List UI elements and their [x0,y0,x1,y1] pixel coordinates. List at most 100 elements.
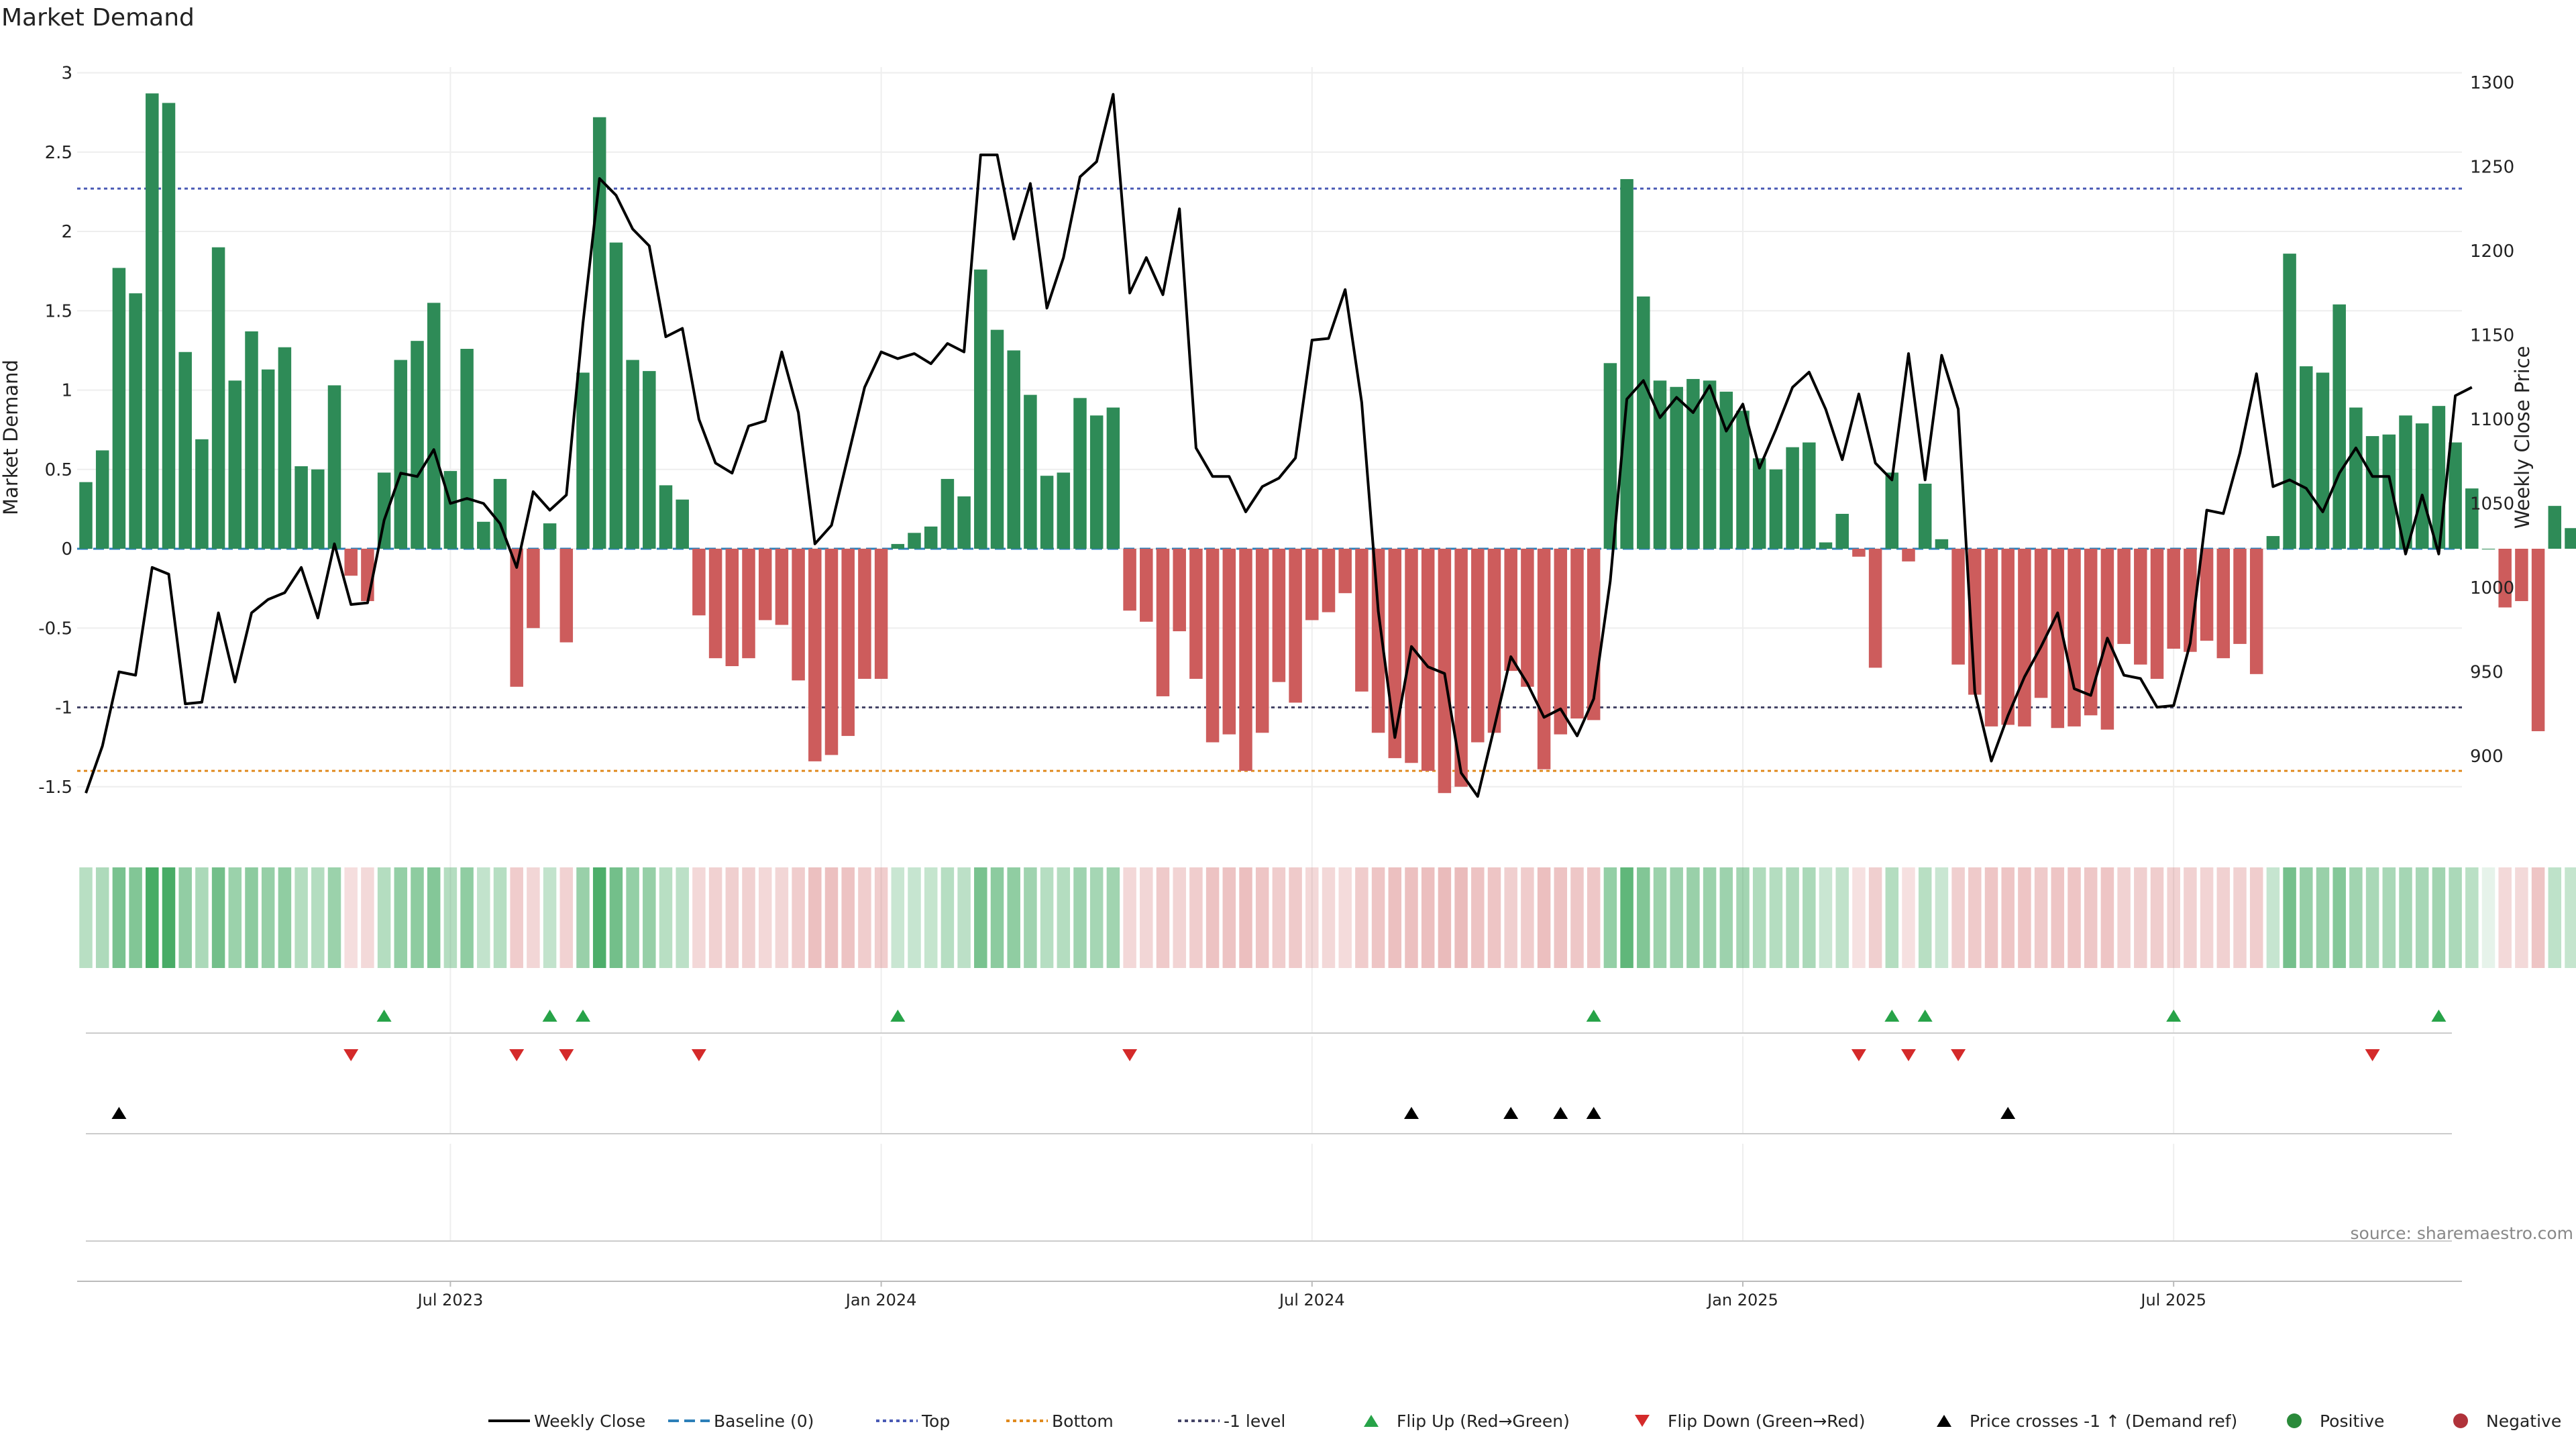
demand-bar [1603,363,1617,549]
demand-bar [2449,442,2462,549]
demand-bar [824,549,839,755]
heat-cell [1007,867,1020,968]
heat-cell [2266,867,2280,968]
heat-cell [1670,867,1683,968]
heat-cell [725,867,739,968]
legend-label: -1 level [1224,1411,1285,1431]
heat-cell [2316,867,2330,968]
heat-cell [824,867,839,968]
demand-bar [1852,549,1866,557]
heat-cell [1603,867,1617,968]
flip-up-marker [576,1010,590,1022]
heat-cell [112,867,126,968]
demand-bar [1140,549,1153,622]
heat-cell [1521,867,1534,968]
heat-cell [1653,867,1667,968]
demand-bar [775,549,789,625]
heat-cell [2167,867,2180,968]
heat-cell [908,867,921,968]
flip-up-marker [2431,1010,2447,1022]
price-cross-marker [111,1107,127,1119]
legend-swatch-flip-up [1364,1415,1379,1427]
legend-swatch-flip-down [1635,1415,1650,1427]
heat-cell [891,867,905,968]
demand-bar [990,329,1004,549]
heat-cell [1852,867,1866,968]
legend-swatch-price-cross [1937,1415,1951,1427]
y-tick-label-right: 900 [2470,747,2504,767]
demand-bar [1123,549,1136,611]
heat-cell [1504,867,1517,968]
heat-cell [1140,867,1153,968]
flip-down-marker [2365,1049,2380,1061]
heat-cell [676,867,689,968]
heat-cell [692,867,706,968]
demand-bar [1951,549,1965,665]
demand-bar [1935,539,1949,549]
demand-bar [1388,549,1402,759]
heat-cell [245,867,258,968]
heat-cell [1786,867,1799,968]
heat-cell [1322,867,1336,968]
demand-bar [2283,254,2296,549]
flip-down-marker [1901,1049,1916,1061]
legend-label: Weekly Close [534,1411,645,1431]
heat-cell [1935,867,1949,968]
demand-bar [1902,549,1915,561]
demand-bar [146,93,159,549]
demand-bar [1703,380,1717,549]
legend-label: Top [921,1411,950,1431]
heat-cell [592,867,606,968]
y-tick-label-right: 1250 [2470,158,2514,178]
y-tick-label-left: 0.5 [45,460,72,480]
heat-cell [228,867,242,968]
heat-cell [1040,867,1054,968]
demand-bar [311,469,325,549]
demand-bar [1719,391,1733,549]
heat-cell [377,867,391,968]
y-axis-label-left: Market Demand [0,360,22,515]
heat-cell [1388,867,1402,968]
heat-cell [2200,867,2214,968]
heat-cell [1968,867,1982,968]
y-tick-label-left: -0.5 [38,619,72,639]
heat-cell [1355,867,1368,968]
demand-bar [2548,506,2562,549]
y-tick-label-left: -1 [55,698,72,718]
demand-bar [2150,549,2164,679]
heat-cell [2449,867,2462,968]
demand-bar [2018,549,2031,727]
heat-cell [1587,867,1601,968]
heat-cell [79,867,93,968]
heat-cell [1454,867,1468,968]
heat-cell [708,867,722,968]
price-line [85,93,2473,798]
demand-bar [2349,407,2363,549]
heat-cell [2531,867,2545,968]
heat-cell [2134,867,2147,968]
heat-cell [2068,867,2081,968]
flip-up-marker [890,1010,906,1022]
demand-bar [1752,458,1766,549]
heat-cell [361,867,374,968]
demand-bar [1471,549,1485,743]
demand-bar [327,385,341,549]
heat-cell [742,867,755,968]
chart-title: Market Demand [1,4,195,32]
demand-bar [1040,476,1054,549]
demand-bars [79,93,2576,794]
demand-bar [443,471,458,549]
demand-bar [858,549,871,679]
demand-bar [1487,549,1501,733]
heat-cell [1902,867,1915,968]
demand-bar [841,549,855,737]
y-tick-label-right: 1150 [2470,326,2514,346]
heat-cell [2332,867,2346,968]
heat-cell [2498,867,2512,968]
demand-bar [1454,549,1468,787]
heat-cell [162,867,176,968]
demand-bar [1222,549,1236,735]
heat-cell [1338,867,1352,968]
demand-bar [1736,411,1750,549]
demand-bar [79,482,93,549]
